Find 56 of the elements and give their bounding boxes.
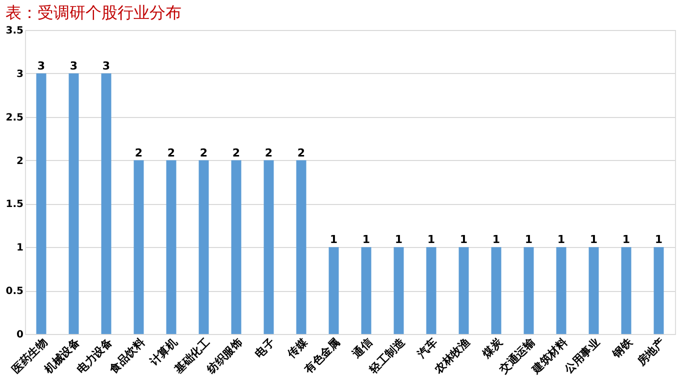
data-label: 1 (557, 233, 566, 246)
x-tick-label: 传媒 (284, 335, 310, 362)
y-tick-label: 3 (16, 68, 24, 80)
y-tick-label: 0 (16, 330, 24, 340)
data-label: 2 (134, 146, 143, 160)
data-label: 1 (622, 233, 630, 246)
bar (491, 247, 502, 334)
bar (621, 247, 632, 334)
data-label: 2 (264, 146, 273, 160)
y-tick-label: 1.5 (6, 199, 24, 210)
x-tick-label: 钢铁 (609, 335, 636, 362)
data-label: 1 (394, 233, 403, 246)
data-label: 1 (427, 233, 436, 246)
bar (524, 247, 534, 334)
bar (394, 247, 404, 334)
bar (36, 73, 46, 334)
data-label: 1 (524, 233, 533, 246)
bar (458, 247, 469, 334)
data-label: 2 (167, 146, 176, 160)
data-label: 2 (200, 146, 208, 160)
bar (654, 247, 664, 334)
bar (556, 247, 566, 334)
data-label: 3 (102, 59, 110, 72)
y-tick-label: 3.5 (6, 26, 24, 36)
x-tick-label: 煤炭 (479, 335, 506, 362)
data-label: 1 (492, 233, 500, 246)
data-label: 1 (362, 233, 370, 246)
bar (328, 247, 339, 334)
bar (264, 160, 274, 334)
bar (198, 160, 209, 334)
chart-title: 表：受调研个股行业分布 (5, 3, 182, 22)
y-tick-label: 2.5 (6, 112, 24, 124)
bar (426, 247, 436, 334)
data-label: 1 (590, 233, 598, 246)
data-label: 2 (297, 146, 306, 160)
data-label: 2 (232, 146, 240, 160)
bar (101, 73, 112, 334)
bar (588, 247, 599, 334)
y-tick-label: 0.5 (6, 286, 24, 298)
y-tick-label: 2 (16, 156, 24, 167)
bar (361, 247, 372, 334)
x-tick-label: 电子 (252, 336, 278, 361)
bar (166, 160, 176, 334)
data-label: 3 (70, 59, 78, 72)
bar (68, 73, 79, 334)
data-label: 1 (654, 233, 663, 246)
data-label: 1 (330, 233, 338, 246)
x-tick-label: 房地产 (634, 336, 668, 370)
x-tick-label: 通信 (349, 336, 375, 362)
bar (231, 160, 242, 334)
data-label: 3 (37, 59, 46, 72)
bar (296, 160, 306, 334)
bar (134, 160, 144, 334)
y-tick-label: 1 (16, 242, 24, 254)
data-label: 1 (460, 233, 468, 246)
x-tick-label: 汽车 (414, 336, 440, 362)
